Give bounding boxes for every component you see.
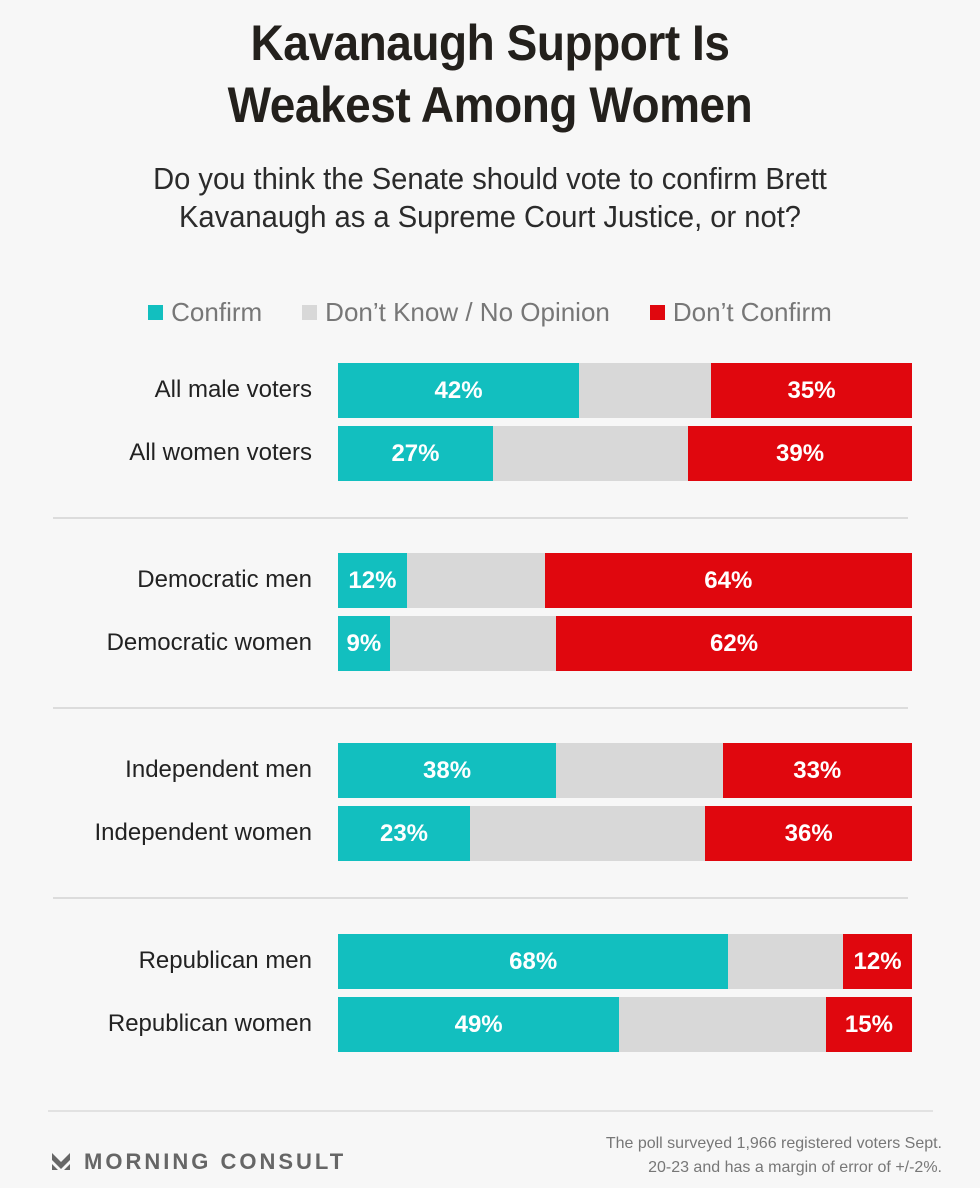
note-line-1: The poll surveyed 1,966 registered voter… <box>605 1135 942 1152</box>
legend-label-dont-confirm: Don’t Confirm <box>672 297 832 327</box>
group-divider <box>53 517 908 519</box>
bar-segment-confirm: 12% <box>338 553 407 608</box>
legend-label-confirm: Confirm <box>171 297 263 327</box>
row-label: All women voters <box>129 439 312 466</box>
bar-row: 38% 33% <box>338 743 912 798</box>
row-label: Independent men <box>125 756 312 783</box>
legend-swatch-dont-know <box>302 305 318 320</box>
bar-row: 68% 12% <box>338 934 912 989</box>
data-label: 38% <box>423 756 472 784</box>
bar-segment-dont-confirm: 15% <box>825 997 912 1052</box>
row-label: Democratic women <box>106 629 312 656</box>
note-line-2: 20-23 and has a margin of error of +/-2%… <box>648 1159 942 1176</box>
group-divider <box>53 707 908 709</box>
data-label: 39% <box>776 439 825 467</box>
bar-segment-dont-know <box>579 363 712 418</box>
row-label: Republican women <box>107 1010 312 1037</box>
bar-segment-confirm: 49% <box>338 997 620 1052</box>
legend-item-dont-confirm: Don’t Confirm <box>649 297 832 328</box>
bar-segment-dont-know <box>556 743 723 798</box>
row-label: Independent women <box>94 819 313 846</box>
bar-segment-dont-know <box>470 806 706 861</box>
methodology-note: The poll surveyed 1,966 registered voter… <box>606 1132 942 1180</box>
bar-segment-dont-confirm: 35% <box>711 363 912 418</box>
data-label: 49% <box>454 1010 503 1038</box>
legend-item-dont-know: Don’t Know / No Opinion <box>302 297 610 328</box>
data-label: 12% <box>853 947 902 975</box>
bar-segment-dont-confirm: 33% <box>722 743 912 798</box>
legend-swatch-confirm <box>148 305 164 320</box>
bar-segment-dont-confirm: 62% <box>556 616 912 671</box>
bar-row: 42% 35% <box>338 363 912 418</box>
bar-row: 27% 39% <box>338 426 912 481</box>
footer-divider <box>48 1110 933 1112</box>
bar-row: 23% 36% <box>338 806 912 861</box>
bar-segment-confirm: 38% <box>338 743 557 798</box>
chart-subtitle: Do you think the Senate should vote to c… <box>29 160 950 236</box>
bar-segment-confirm: 23% <box>338 806 471 861</box>
data-label: 68% <box>509 947 558 975</box>
bar-segment-dont-confirm: 36% <box>705 806 912 861</box>
title-line-2: Weakest Among Women <box>227 77 753 133</box>
row-label: Democratic men <box>137 566 312 593</box>
legend-item-confirm: Confirm <box>148 297 262 328</box>
brand-name: MORNING CONSULT <box>84 1149 347 1174</box>
bar-segment-dont-confirm: 39% <box>688 426 912 481</box>
data-label: 33% <box>793 756 842 784</box>
brand: MORNING CONSULT <box>50 1149 346 1175</box>
bar-segment-dont-know <box>492 426 689 481</box>
group-divider <box>53 897 908 899</box>
row-label: All male voters <box>154 376 312 403</box>
data-label: 62% <box>710 629 759 657</box>
bar-segment-dont-know <box>389 616 557 671</box>
bar-row: 49% 15% <box>338 997 912 1052</box>
data-label: 35% <box>787 376 836 404</box>
chart-title: Kavanaugh Support Is Weakest Among Women <box>39 12 941 136</box>
legend: Confirm Don’t Know / No Opinion Don’t Co… <box>0 297 980 328</box>
bar-segment-dont-know <box>619 997 826 1052</box>
data-label: 42% <box>434 376 483 404</box>
morning-consult-logo-icon <box>52 1153 70 1170</box>
data-label: 9% <box>346 629 382 657</box>
bar-segment-dont-know <box>728 934 844 989</box>
bar-segment-dont-confirm: 64% <box>544 553 912 608</box>
bar-row: 9% 62% <box>338 616 912 671</box>
subtitle-line-2: Kavanaugh as a Supreme Court Justice, or… <box>178 199 802 234</box>
row-label: Republican men <box>138 947 312 974</box>
bar-row: 12% 64% <box>338 553 912 608</box>
data-label: 36% <box>784 819 833 847</box>
data-label: 12% <box>348 566 397 594</box>
data-label: 15% <box>844 1010 893 1038</box>
subtitle-line-1: Do you think the Senate should vote to c… <box>153 161 827 196</box>
title-line-1: Kavanaugh Support Is <box>250 15 730 71</box>
data-label: 23% <box>379 819 429 847</box>
bar-segment-confirm: 27% <box>338 426 493 481</box>
bar-segment-confirm: 42% <box>338 363 580 418</box>
legend-swatch-dont-confirm <box>649 305 665 320</box>
bar-segment-dont-confirm: 12% <box>843 934 912 989</box>
bar-segment-dont-know <box>406 553 545 608</box>
bar-segment-confirm: 68% <box>338 934 729 989</box>
data-label: 64% <box>704 566 753 594</box>
legend-label-dont-know: Don’t Know / No Opinion <box>325 297 610 327</box>
bar-segment-confirm: 9% <box>338 616 390 671</box>
data-label: 27% <box>391 439 440 467</box>
